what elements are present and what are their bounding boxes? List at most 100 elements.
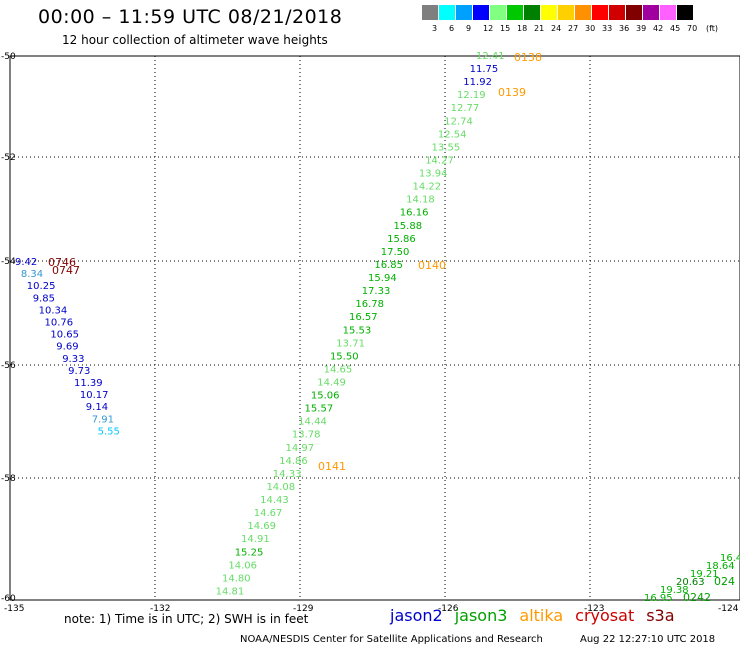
legend-cryosat: cryosat	[575, 606, 635, 625]
lon-tick-label: -129	[293, 604, 314, 614]
wave-height-label: 10.17	[80, 390, 109, 401]
pass-label: 0140	[418, 259, 446, 272]
legend-jason3: jason3	[454, 606, 508, 625]
wave-height-label: 12.54	[438, 129, 467, 140]
wave-height-label: 17.33	[362, 286, 391, 297]
scale-label: 9	[466, 24, 472, 33]
wave-height-label: 9.69	[56, 342, 78, 353]
scale-label: 36	[619, 24, 630, 33]
scale-label: 18	[517, 24, 528, 33]
wave-height-label: 14.65	[324, 364, 353, 375]
wave-height-label: 14.44	[298, 417, 327, 428]
longitude-tick-labels: -135 -132 -129 -126 -123 -124	[4, 604, 739, 614]
wave-height-label: 20.63	[676, 577, 705, 588]
scale-swatch	[422, 5, 439, 20]
wave-height-label: 19.38	[660, 585, 689, 596]
scale-swatch	[524, 5, 541, 20]
pass-label: 024	[714, 575, 735, 588]
wave-height-label: 12.41	[476, 51, 505, 62]
lat-tick-label: -52	[1, 153, 16, 163]
pass-label: 0138	[514, 51, 542, 64]
footer-credit: NOAA/NESDIS Center for Satellite Applica…	[240, 634, 543, 645]
scale-label: 15	[500, 24, 511, 33]
wave-height-label: 10.25	[27, 281, 56, 292]
lon-tick-label: -132	[150, 604, 170, 614]
lat-tick-label: -60	[1, 594, 16, 604]
legend-s3a: s3a	[646, 606, 675, 625]
scale-swatch	[439, 5, 456, 20]
map-grid	[10, 56, 740, 600]
wave-height-label: 15.50	[330, 351, 359, 362]
scale-swatch	[609, 5, 626, 20]
scale-label: 3	[432, 24, 438, 33]
scale-swatch	[677, 5, 694, 20]
scale-label: 42	[653, 24, 664, 33]
wave-height-label: 12.74	[444, 116, 473, 127]
wave-height-label: 16.4	[720, 553, 740, 564]
wave-height-label: 9.33	[62, 354, 84, 365]
scale-swatch	[660, 5, 677, 20]
wave-height-label: 18.64	[706, 561, 735, 572]
page-title: 00:00 – 11:59 UTC 08/21/2018	[38, 6, 343, 28]
wave-height-label: 14.80	[222, 573, 251, 584]
scale-swatch	[592, 5, 609, 20]
latitude-tick-labels: -50 -52 -54 -56 -58 -60	[1, 52, 16, 604]
scale-swatch	[507, 5, 524, 20]
scale-swatch	[643, 5, 660, 20]
lon-tick-label: -124	[718, 604, 739, 614]
wave-height-label: 14.49	[317, 378, 346, 389]
wave-height-label: 9.73	[68, 366, 90, 377]
satellite-legend: jason2 jason3 altika cryosat s3a	[390, 606, 687, 625]
wave-height-label: 15.25	[235, 547, 264, 558]
altika-track-main: 12.41 11.75 11.92 12.19 12.77 12.74 12.54 13.55…	[216, 51, 505, 597]
wave-height-label: 16.16	[400, 208, 429, 219]
scale-label: 12	[483, 24, 494, 33]
wave-height-label: 13.78	[292, 430, 321, 441]
scale-unit: (ft)	[706, 24, 719, 33]
wave-height-label: 13.94	[419, 169, 448, 180]
scale-label: 39	[636, 24, 647, 33]
wave-height-label: 11.39	[74, 378, 103, 389]
wave-height-label: 9.14	[86, 402, 108, 413]
legend-altika: altika	[519, 606, 564, 625]
lat-tick-label: -56	[1, 361, 16, 371]
wave-height-label: 12.19	[457, 90, 486, 101]
wave-height-label: 15.53	[343, 325, 372, 336]
wave-height-label: 7.91	[92, 414, 114, 425]
scale-label: 70	[687, 24, 698, 33]
wave-height-label: 14.27	[425, 155, 454, 166]
wave-height-label: 14.33	[273, 469, 302, 480]
scale-swatch	[575, 5, 592, 20]
wave-height-label: 11.92	[463, 77, 492, 88]
scale-swatch	[490, 5, 507, 20]
wave-height-label: 9.42	[15, 257, 37, 268]
scale-swatch	[473, 5, 490, 20]
footer-timestamp: Aug 22 12:27:10 UTC 2018	[580, 634, 716, 645]
scale-swatch	[541, 5, 558, 20]
wave-height-label: 11.75	[470, 64, 499, 75]
wave-height-label: 14.43	[260, 495, 289, 506]
scale-label: 6	[449, 24, 455, 33]
wave-height-label: 14.81	[216, 586, 245, 597]
wave-height-label: 13.71	[336, 338, 365, 349]
scale-label: 21	[534, 24, 545, 33]
wave-height-label: 13.55	[432, 142, 461, 153]
wave-height-label: 10.34	[39, 305, 68, 316]
lat-tick-label: -58	[1, 474, 16, 484]
wave-height-label: 14.67	[254, 508, 283, 519]
scale-swatch	[626, 5, 643, 20]
pass-label: 0141	[318, 460, 346, 473]
scale-label: 30	[585, 24, 596, 33]
wave-height-label: 14.86	[279, 456, 308, 467]
wave-height-label: 12.77	[451, 103, 480, 114]
scale-label: 33	[602, 24, 613, 33]
wave-height-label: 14.22	[413, 182, 442, 193]
scale-label: 45	[670, 24, 681, 33]
legend-jason2: jason2	[390, 606, 443, 625]
wave-height-label: 10.65	[50, 330, 79, 341]
scale-swatch	[558, 5, 575, 20]
